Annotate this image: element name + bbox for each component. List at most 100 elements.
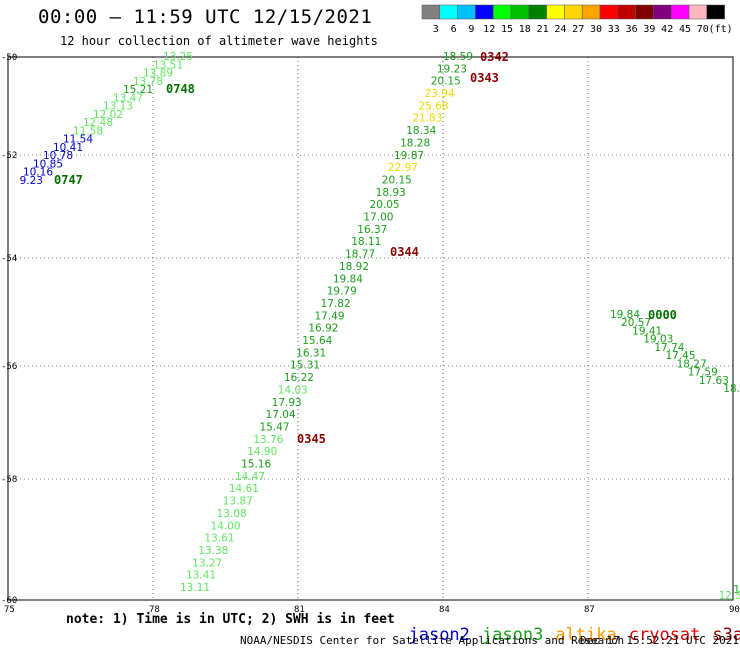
credit-line: NOAA/NESDIS Center for Satellite Applica… [240, 634, 625, 647]
wave-height-label: 13.25 [163, 51, 193, 63]
wave-height-label: 17.82 [321, 298, 351, 310]
wave-height-label: 13.61 [204, 533, 234, 545]
wave-height-label: 17.45 [665, 350, 695, 362]
colorbar-swatch [546, 4, 565, 20]
colorbar-swatch [635, 4, 654, 20]
wave-height-label: 15.16 [241, 459, 271, 471]
time-label: 0747 [54, 173, 83, 187]
generated-timestamp: Dec 17 15:52:21 UTC 2021 [580, 634, 739, 647]
wave-height-label: 12.48 [83, 117, 113, 129]
colorbar: 3 6 9 12 15 18 21 24 27 30 33 36 39 42 45 70 (ft) [421, 4, 733, 35]
colorbar-swatch [564, 4, 583, 20]
wave-height-label: 20.57 [621, 317, 651, 329]
colorbar-swatch [492, 4, 512, 20]
lon-label: 78 [149, 605, 160, 615]
wave-height-label: 17.49 [314, 310, 344, 322]
wave-height-label: 15.64 [302, 335, 332, 347]
wave-height-label: 15.21 [123, 84, 153, 96]
wave-height-label: 16.31 [296, 347, 326, 359]
lon-label: 81 [294, 605, 305, 615]
lon-label: 84 [439, 605, 450, 615]
wave-height-label: 13.47 [113, 92, 143, 104]
wave-height-label: 13.51 [153, 59, 183, 71]
wave-height-label: 13.89 [143, 68, 173, 80]
colorbar-label: 15 [501, 24, 513, 35]
wave-height-label: 9.23 [20, 175, 43, 187]
wave-height-label: 16.92 [308, 323, 338, 335]
map-title: 00:00 – 11:59 UTC 12/15/2021 [38, 6, 373, 28]
wave-height-label: 14.61 [229, 483, 259, 495]
legend-jason2: jason2 [408, 625, 470, 645]
colorbar-swatch [457, 4, 476, 20]
wave-height-label: 13.76 [253, 434, 283, 446]
time-label: 0344 [390, 245, 419, 259]
lon-label: 75 [4, 605, 15, 615]
time-label: 0343 [470, 71, 499, 85]
colorbar-label: 27 [572, 24, 584, 35]
wave-height-label: 17.04 [266, 409, 296, 421]
time-label: 0000 [648, 308, 677, 322]
legend-altika: altika [555, 625, 617, 645]
wave-height-label: 18.11 [351, 236, 381, 248]
colorbar-swatch [706, 4, 725, 20]
lat-label: -60 [1, 596, 17, 606]
colorbar-label: 6 [451, 24, 457, 35]
wave-height-label: 18.28 [400, 137, 430, 149]
colorbar-label: 9 [468, 24, 474, 35]
wave-height-label: 12.5 [719, 590, 740, 602]
wave-height-label: 13.27 [192, 557, 222, 569]
wave-height-label: 11.54 [63, 134, 93, 146]
wave-height-label: 19.79 [327, 286, 357, 298]
wave-height-label: 19.87 [394, 150, 424, 162]
colorbar-label: 42 [661, 24, 673, 35]
lat-label: -56 [1, 362, 17, 372]
colorbar-swatch [581, 4, 601, 20]
wave-height-label: 19.41 [632, 325, 662, 337]
colorbar-swatch [528, 4, 547, 20]
wave-height-label: 17.00 [363, 212, 393, 224]
colorbar-label: 36 [626, 24, 638, 35]
wave-height-label: 10.41 [53, 142, 83, 154]
colorbar-swatch [439, 4, 458, 20]
time-label: 0342 [480, 50, 509, 64]
map-grid [7, 56, 734, 601]
colorbar-swatch [510, 4, 530, 20]
colorbar-label: 39 [643, 24, 655, 35]
wave-height-label: 11.58 [73, 125, 103, 137]
colorbar-label: 70 [697, 24, 709, 35]
wave-height-label: 18. [723, 383, 740, 395]
satellite-tracks: 13.2513.5113.8913.7815.2113.4713.1312.02… [20, 50, 740, 602]
colorbar-swatch [475, 4, 494, 20]
colorbar-swatch [599, 4, 619, 20]
map-subtitle: 12 hour collection of altimeter wave hei… [60, 34, 378, 48]
wave-height-label: 15.47 [259, 421, 289, 433]
wave-height-label: 20.15 [382, 174, 412, 186]
wave-height-label: 20.05 [370, 199, 400, 211]
wave-height-label: 13.41 [186, 570, 216, 582]
wave-height-label: 10.85 [33, 158, 63, 170]
wave-height-label: 18.93 [376, 187, 406, 199]
wave-height-label: 16.22 [284, 372, 314, 384]
time-label: 0748 [166, 82, 195, 96]
wave-height-label: 14.03 [278, 384, 308, 396]
wave-height-label: 13.38 [198, 545, 228, 557]
wave-height-label: 14.90 [247, 446, 277, 458]
colorbar-swatch [688, 4, 708, 20]
legend-cryosat: cryosat [628, 625, 701, 645]
wave-height-label: 14.00 [211, 520, 241, 532]
colorbar-swatch [421, 4, 441, 20]
colorbar-label: 33 [608, 24, 620, 35]
wave-height-label: 22.97 [388, 162, 418, 174]
lat-label: -58 [1, 475, 17, 485]
wave-height-label: 1 [733, 584, 740, 596]
lat-label: -52 [1, 151, 17, 161]
wave-height-label: 13.87 [223, 496, 253, 508]
wave-height-label: 13.11 [180, 582, 210, 594]
legend-jason3: jason3 [481, 625, 544, 645]
wave-height-label: 10.16 [23, 167, 53, 179]
colorbar-label: 30 [590, 24, 602, 35]
lat-label: -50 [1, 53, 17, 63]
wave-height-label: 16.37 [357, 224, 387, 236]
wave-height-label: 17.93 [272, 397, 302, 409]
wave-height-label: 18.77 [345, 249, 375, 261]
